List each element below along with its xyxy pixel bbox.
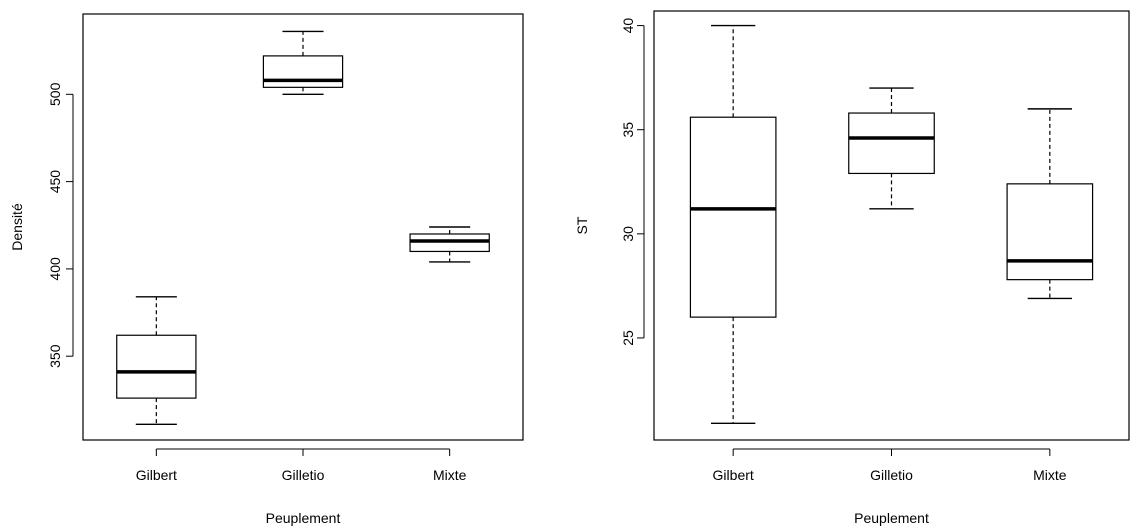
y-tick-label: 450 xyxy=(47,170,63,194)
y-tick-label: 350 xyxy=(47,344,63,368)
x-tick-label: Gilletio xyxy=(870,467,913,483)
y-tick-label: 25 xyxy=(620,330,636,346)
x-tick-label: Mixte xyxy=(433,467,467,483)
y-tick-label: 35 xyxy=(620,122,636,138)
x-axis-label: Peuplement xyxy=(266,510,341,526)
y-tick-label: 40 xyxy=(620,18,636,34)
y-axis-label: Densité xyxy=(9,203,25,251)
box-iqr xyxy=(689,116,777,318)
box-gilbert xyxy=(689,24,777,425)
box-mixte xyxy=(409,226,490,263)
box-iqr xyxy=(1006,183,1094,281)
chart-panel-2: 25 30 35 40 Gilbert Gilletio Mixte Peuplement ST xyxy=(574,10,1130,526)
box-gilbert xyxy=(116,296,197,425)
box-gilletio xyxy=(848,87,935,210)
x-tick-label: Gilletio xyxy=(282,467,325,483)
chart-panel-1: 350 400 450 500 Gilbert Gilletio Mixte Peupleme… xyxy=(9,13,524,526)
x-tick-label: Mixte xyxy=(1033,467,1067,483)
y-tick-label: 400 xyxy=(47,257,63,281)
y-tick-label: 500 xyxy=(47,82,63,106)
x-tick-label: Gilbert xyxy=(136,467,177,483)
box-iqr xyxy=(262,55,344,88)
box-iqr xyxy=(116,334,197,399)
box-gilletio xyxy=(262,30,344,96)
plot-frame xyxy=(653,10,1130,441)
x-tick-label: Gilbert xyxy=(713,467,754,483)
box-mixte xyxy=(1006,108,1094,300)
plot-frame xyxy=(82,13,524,441)
box-iqr xyxy=(848,112,935,175)
y-tick-label: 30 xyxy=(620,226,636,242)
y-axis-label: ST xyxy=(574,216,590,234)
x-axis-label: Peuplement xyxy=(854,510,929,526)
